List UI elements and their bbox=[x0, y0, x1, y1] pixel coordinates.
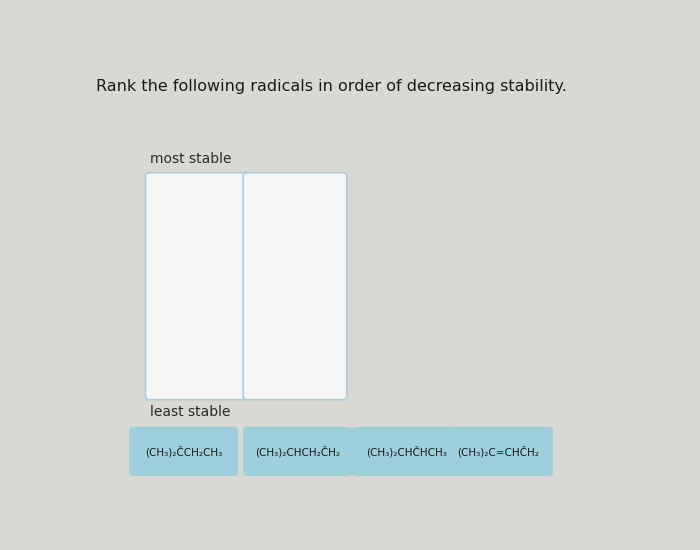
FancyBboxPatch shape bbox=[243, 173, 346, 400]
FancyBboxPatch shape bbox=[351, 427, 461, 476]
Text: (CH₃)₂C=CHČH₂: (CH₃)₂C=CHČH₂ bbox=[458, 446, 540, 457]
FancyBboxPatch shape bbox=[243, 427, 352, 476]
Text: most stable: most stable bbox=[150, 151, 232, 166]
FancyBboxPatch shape bbox=[146, 173, 249, 400]
Text: (CH₃)₂ČCH₂CH₃: (CH₃)₂ČCH₂CH₃ bbox=[145, 446, 223, 457]
Text: Rank the following radicals in order of decreasing stability.: Rank the following radicals in order of … bbox=[96, 79, 566, 94]
Text: (CH₃)₂CHČHCH₃: (CH₃)₂CHČHCH₃ bbox=[366, 446, 447, 457]
FancyBboxPatch shape bbox=[444, 427, 553, 476]
Text: (CH₃)₂CHCH₂ČH₂: (CH₃)₂CHCH₂ČH₂ bbox=[256, 446, 340, 457]
FancyBboxPatch shape bbox=[130, 427, 238, 476]
Text: least stable: least stable bbox=[150, 405, 230, 419]
